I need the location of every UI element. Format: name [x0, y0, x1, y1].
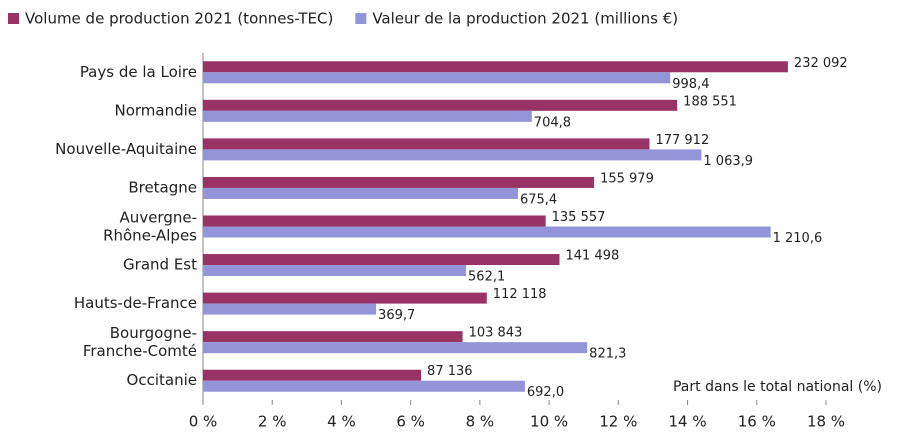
bar — [203, 72, 671, 84]
y-tick-label: Grand Est — [123, 256, 197, 274]
data-label: 103 843 — [469, 326, 523, 341]
data-label: 135 557 — [552, 210, 606, 225]
data-label: 112 118 — [493, 287, 547, 302]
x-tick-label: 8 % — [466, 413, 495, 431]
bar — [203, 342, 588, 354]
legend-label: Volume de production 2021 (tonnes-TEC) — [25, 10, 333, 28]
legend-swatch — [8, 13, 19, 24]
data-label: 1 210,6 — [773, 231, 823, 246]
legend-swatch — [355, 13, 367, 24]
data-label: 1 063,9 — [703, 154, 753, 169]
y-tick-label: Normandie — [114, 101, 197, 119]
y-tick-label: Hauts-de-France — [74, 294, 197, 312]
x-tick-label: 6 % — [396, 413, 425, 431]
data-label: 692,0 — [527, 385, 564, 400]
bar — [203, 61, 788, 73]
y-tick-label: Bourgogne-Franche-Comté — [83, 324, 197, 360]
bar — [203, 149, 702, 161]
annotation: Part dans le total national (%) — [673, 379, 882, 395]
data-label: 821,3 — [589, 347, 626, 362]
bar — [203, 369, 422, 381]
legend-label: Valeur de la production 2021 (millions €… — [372, 10, 678, 28]
bar — [203, 254, 560, 266]
y-tick-label: Nouvelle-Aquitaine — [55, 140, 197, 158]
bar — [203, 292, 487, 304]
data-label: 675,4 — [520, 192, 557, 207]
bar — [203, 265, 467, 277]
x-tick-label: 2 % — [258, 413, 287, 431]
data-label: 155 979 — [600, 171, 654, 186]
data-label: 704,8 — [534, 115, 571, 130]
y-tick-label: Bretagne — [128, 178, 197, 196]
bar — [203, 110, 532, 122]
bar — [203, 176, 595, 188]
x-tick-label: 10 % — [530, 413, 568, 431]
x-tick-label: 18 % — [807, 413, 845, 431]
data-label: 141 498 — [565, 249, 619, 264]
bar — [203, 187, 518, 199]
bar — [203, 226, 771, 238]
bar — [203, 215, 546, 227]
data-label: 369,7 — [378, 308, 415, 323]
bar — [203, 303, 377, 315]
y-tick-label: Pays de la Loire — [80, 63, 197, 81]
bar — [203, 331, 463, 343]
x-tick-label: 14 % — [669, 413, 707, 431]
data-label: 562,1 — [468, 270, 505, 285]
bar — [203, 138, 650, 150]
x-tick-label: 0 % — [189, 413, 218, 431]
data-label: 177 912 — [655, 133, 709, 148]
bar — [203, 380, 525, 392]
x-tick-label: 16 % — [738, 413, 776, 431]
x-tick-label: 4 % — [327, 413, 356, 431]
y-tick-label: Auvergne-Rhône-Alpes — [103, 208, 197, 244]
data-label: 87 136 — [427, 364, 473, 379]
data-label: 188 551 — [683, 94, 737, 109]
x-tick-label: 12 % — [599, 413, 637, 431]
data-label: 998,4 — [672, 77, 709, 92]
bar — [203, 99, 678, 111]
data-label: 232 092 — [794, 56, 848, 71]
y-tick-label: Occitanie — [127, 371, 197, 389]
